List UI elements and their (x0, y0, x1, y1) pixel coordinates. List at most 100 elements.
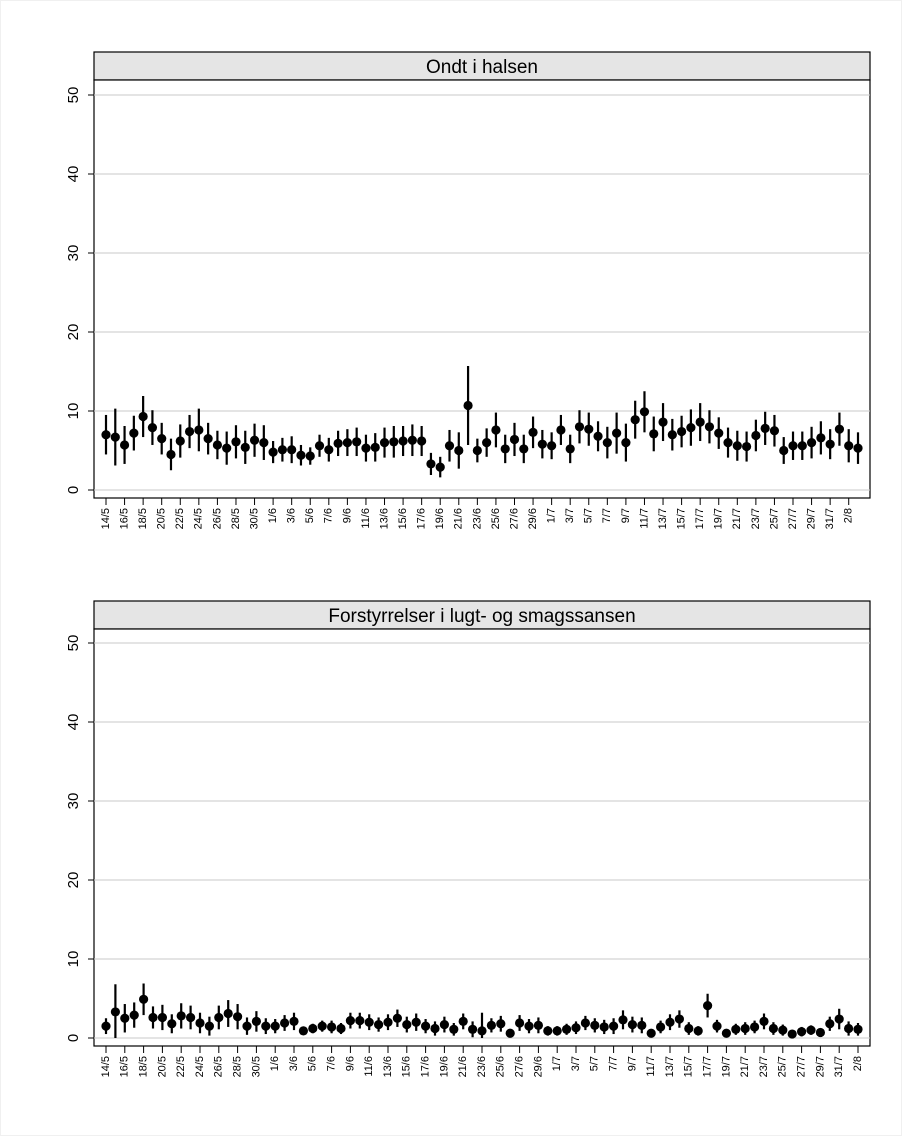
x-tick-label: 15/7 (676, 508, 688, 529)
x-tick-label: 21/7 (731, 508, 743, 529)
data-point (389, 437, 399, 447)
data-point (261, 1021, 271, 1031)
x-tick-label: 9/7 (620, 508, 632, 523)
x-tick-label: 25/7 (777, 1056, 789, 1077)
x-tick-label: 14/5 (100, 508, 112, 529)
x-tick-label: 9/6 (341, 508, 353, 523)
panel-title: Forstyrrelser i lugt- og smagssansen (328, 606, 635, 627)
x-tick-label: 19/7 (720, 1056, 732, 1077)
data-point (500, 444, 510, 454)
data-point (612, 428, 622, 438)
data-point (646, 1028, 656, 1038)
data-point (435, 462, 445, 472)
data-point (547, 441, 557, 451)
y-tick-label: 20 (65, 324, 82, 341)
data-point (853, 443, 863, 453)
data-point (251, 1016, 261, 1027)
data-point (212, 440, 223, 450)
data-point (593, 431, 603, 441)
data-point (674, 1014, 685, 1024)
x-tick-label: 25/7 (768, 508, 780, 529)
data-point (176, 1011, 186, 1021)
data-point (565, 444, 575, 454)
data-point (574, 422, 585, 432)
x-tick-label: 31/7 (833, 1056, 845, 1077)
data-point (684, 1023, 694, 1034)
y-tick-label: 40 (65, 166, 82, 183)
data-point (355, 1016, 365, 1026)
data-point (844, 1023, 854, 1034)
data-point (324, 445, 334, 455)
data-point (138, 411, 148, 422)
data-point (751, 430, 761, 441)
data-point (649, 429, 659, 439)
x-tick-label: 30/5 (248, 508, 260, 529)
data-point (760, 423, 770, 433)
x-tick-label: 7/7 (601, 508, 613, 523)
data-point (231, 437, 241, 447)
x-tick-label: 19/7 (713, 508, 725, 529)
data-point (383, 1017, 393, 1027)
data-point (759, 1016, 769, 1027)
data-point (584, 424, 594, 434)
data-point (599, 1022, 609, 1032)
x-tick-label: 18/5 (137, 508, 149, 529)
data-point (333, 438, 343, 448)
x-tick-label: 17/6 (416, 508, 428, 529)
data-point (110, 432, 120, 442)
x-tick-label: 21/6 (453, 508, 465, 529)
data-point (732, 441, 742, 451)
data-point (556, 425, 566, 435)
chart-panel-1: Ondt i halsen 0 10 20 30 40 50 14/5 16/5 18/5 20/5… (65, 51, 871, 529)
data-point (723, 438, 733, 448)
x-tick-label: 13/6 (378, 508, 390, 529)
x-tick-label: 15/6 (397, 508, 409, 529)
x-tick-label: 22/5 (175, 1056, 187, 1077)
x-tick-label: 2/8 (852, 1056, 864, 1071)
data-point (602, 438, 612, 448)
data-point (721, 1028, 732, 1038)
data-point (167, 1019, 177, 1029)
x-tick-label: 23/6 (471, 508, 483, 529)
data-point (639, 407, 650, 417)
x-tick-label: 20/5 (156, 508, 168, 529)
data-point (637, 1020, 647, 1030)
data-point (342, 438, 352, 448)
y-tick-label: 50 (65, 87, 82, 104)
data-point (816, 433, 826, 443)
data-point (398, 436, 408, 446)
x-tick-label: 7/6 (326, 1056, 338, 1071)
data-point (449, 1024, 459, 1034)
data-point (129, 1010, 139, 1020)
data-point (194, 425, 204, 435)
x-tick-label: 1/7 (546, 508, 558, 523)
data-point (417, 436, 427, 446)
data-point (496, 1019, 506, 1029)
x-tick-label: 21/7 (739, 1056, 751, 1077)
x-tick-label: 15/7 (683, 1056, 695, 1077)
data-point (317, 1021, 327, 1031)
data-point (528, 427, 538, 437)
data-point (509, 434, 520, 445)
x-tick-label: 13/6 (382, 1056, 394, 1077)
x-tick-label: 14/5 (100, 1056, 112, 1077)
data-point (345, 1016, 355, 1026)
data-point (361, 443, 371, 453)
x-tick-label: 11/7 (638, 508, 650, 529)
y-tick-label: 10 (65, 951, 82, 968)
data-point (240, 442, 250, 452)
data-point (580, 1018, 591, 1028)
x-tick-label: 3/6 (286, 508, 298, 523)
data-point (468, 1024, 478, 1034)
data-point (806, 438, 817, 448)
data-point (621, 438, 631, 448)
data-point (166, 449, 176, 460)
data-point (242, 1021, 252, 1031)
data-point (249, 435, 260, 445)
data-point (110, 1007, 120, 1017)
panel-title: Ondt i halsen (426, 57, 538, 78)
data-point (402, 1019, 412, 1030)
x-tick-label: 5/7 (583, 508, 595, 523)
data-point (444, 441, 455, 451)
x-tick-label: 27/7 (796, 1056, 808, 1077)
